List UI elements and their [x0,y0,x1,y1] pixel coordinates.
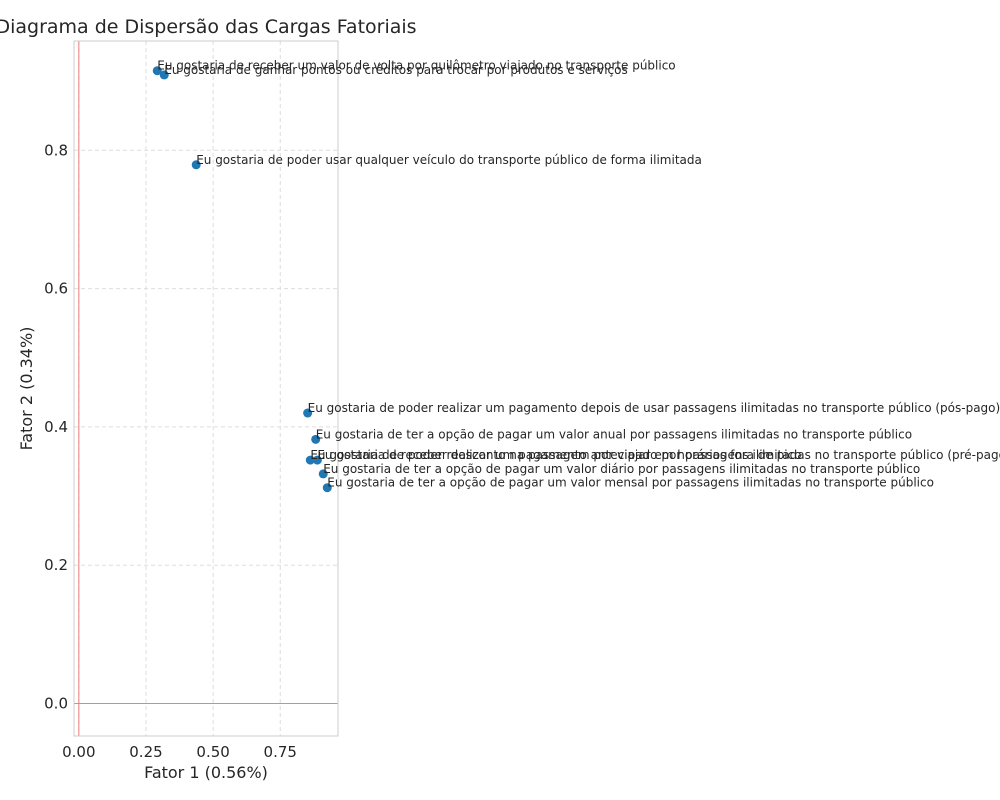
data-point [318,469,328,479]
data-point-label: Eu gostaria de ter a opção de pagar um v… [327,476,934,490]
y-ticks: 0.0 0.2 0.4 0.6 0.8 [44,141,68,712]
point-labels: Eu gostaria de receber um valor de volta… [157,59,1000,490]
x-tick-label: 0.25 [129,743,162,761]
data-point [311,434,321,444]
data-point [312,455,322,465]
chart-title: Diagrama de Dispersão das Cargas Fatoria… [0,16,417,38]
x-tick-label: 0.00 [62,743,95,761]
data-point-label: Eu gostaria de receber desconto na passa… [310,448,801,462]
data-point-label: Eu gostaria de poder realizar um pagamen… [317,448,1000,462]
y-tick-label: 0.6 [44,280,68,298]
data-point-label: Eu gostaria de ganhar pontos ou créditos… [164,63,628,77]
data-point-label: Eu gostaria de receber um valor de volta… [157,59,675,73]
reference-lines [74,41,338,736]
x-ticks: 0.00 0.25 0.50 0.75 [62,743,297,761]
data-point [305,455,315,465]
y-tick-label: 0.2 [44,556,68,574]
data-point [159,70,169,80]
data-point [152,66,162,76]
data-point [322,483,332,493]
data-point-label: Eu gostaria de ter a opção de pagar um v… [323,462,920,476]
grid [74,41,338,736]
data-point [303,408,313,418]
y-tick-label: 0.4 [44,418,68,436]
x-tick-label: 0.50 [196,743,229,761]
y-axis-label: Fator 2 (0.34%) [17,327,36,451]
points [152,66,332,493]
data-point-label: Eu gostaria de ter a opção de pagar um v… [316,427,912,441]
x-tick-label: 0.75 [264,743,297,761]
data-point [191,160,201,170]
x-axis-label: Fator 1 (0.56%) [144,763,268,782]
data-point-label: Eu gostaria de poder realizar um pagamen… [308,401,1000,415]
y-tick-label: 0.0 [44,694,68,712]
plot-frame [73,40,339,737]
y-tick-label: 0.8 [44,141,68,159]
data-point-label: Eu gostaria de poder usar qualquer veícu… [196,153,702,167]
